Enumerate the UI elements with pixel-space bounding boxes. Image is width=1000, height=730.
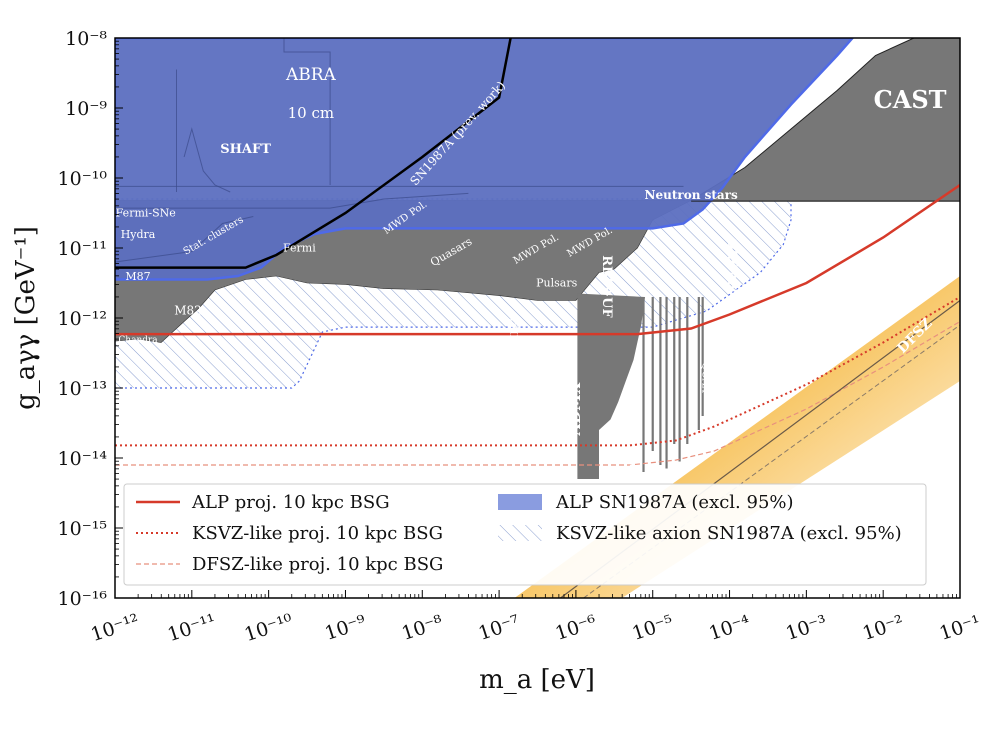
dfsz-line xyxy=(583,324,960,598)
region-label: M82 xyxy=(174,304,202,318)
x-tick-label: 10⁻² xyxy=(860,611,907,645)
admx-region xyxy=(577,293,645,479)
region-label: 10 cm xyxy=(288,104,334,122)
x-tick-label: 10⁻⁹ xyxy=(322,611,369,645)
series-line xyxy=(115,38,512,269)
region-label: Fermi-SNe xyxy=(116,207,176,220)
region-label: ADMX xyxy=(566,382,584,436)
y-tick-label: 10⁻¹⁰ xyxy=(58,168,108,190)
x-tick-label: 10⁻⁵ xyxy=(629,611,676,645)
x-tick-label: 10⁻³ xyxy=(783,611,830,645)
legend: ALP proj. 10 kpc BSG KSVZ-like proj. 10 k… xyxy=(123,483,927,586)
overlay-line xyxy=(115,216,254,263)
region-label: CAST xyxy=(874,85,947,114)
series-line xyxy=(115,296,960,447)
x-axis-label: m_a [eV] xyxy=(479,665,595,695)
y-axis-label: g_aγγ [GeV⁻¹] xyxy=(11,226,41,410)
series-layer xyxy=(115,38,960,598)
y-tick-label: 10⁻¹² xyxy=(58,308,107,330)
region-label: ABRA xyxy=(285,65,337,85)
region-label: Chandra xyxy=(118,336,158,346)
overlay-line xyxy=(283,38,331,185)
region-label: Neutron stars xyxy=(645,188,738,202)
region-label: ORGAN xyxy=(724,238,739,293)
y-tick-label: 10⁻¹⁴ xyxy=(58,448,108,470)
haloscope-spikes xyxy=(642,297,704,472)
region-label: ADMX SLIC xyxy=(508,311,518,367)
region-label: CAPP xyxy=(627,456,640,488)
alp-sn1987a-region xyxy=(115,38,855,281)
region-label: Fermi xyxy=(283,242,316,255)
region-label: QUAX xyxy=(700,362,711,394)
sn-region-overlay-lines xyxy=(115,38,684,263)
y-tick-label: 10⁻⁸ xyxy=(65,28,107,50)
legend-hatch-swatch xyxy=(498,525,542,541)
series-line xyxy=(115,320,960,466)
y-tick-label: 10⁻¹³ xyxy=(58,378,107,400)
y-tick-label: 10⁻¹¹ xyxy=(58,238,107,260)
region-label: Hydra xyxy=(121,228,156,241)
region-label: SHAFT xyxy=(220,142,271,157)
x-tick-label: 10⁻¹¹ xyxy=(165,610,219,646)
x-tick-label: 10⁻⁶ xyxy=(553,611,600,645)
region-label: RBF+UF xyxy=(599,255,614,318)
legend-label: DFSZ-like proj. 10 kpc BSG xyxy=(192,554,443,575)
x-tick-label: 10⁻⁷ xyxy=(476,611,523,645)
region-label: Pulsars xyxy=(536,277,577,290)
x-tick-label: 10⁻¹ xyxy=(937,611,984,645)
region-label: M87 xyxy=(125,270,150,283)
overlay-line xyxy=(183,127,231,193)
x-tick-label: 10⁻⁸ xyxy=(399,611,446,645)
y-tick-label: 10⁻¹⁶ xyxy=(58,588,108,610)
legend-label: KSVZ-like proj. 10 kpc BSG xyxy=(192,523,443,544)
legend-label: ALP SN1987A (excl. 95%) xyxy=(555,492,794,513)
x-tick-label: 10⁻⁴ xyxy=(706,611,753,645)
y-tick-label: 10⁻⁹ xyxy=(65,98,107,120)
x-tick-label: 10⁻¹⁰ xyxy=(242,610,296,646)
legend-label: KSVZ-like axion SN1987A (excl. 95%) xyxy=(556,523,902,544)
y-tick-label: 10⁻¹⁵ xyxy=(58,518,107,540)
legend-label: ALP proj. 10 kpc BSG xyxy=(191,492,390,513)
legend-patch-swatch xyxy=(498,494,542,510)
x-tick-label: 10⁻¹² xyxy=(88,610,142,646)
y-axis: 10⁻¹⁶ 10⁻¹⁵ 10⁻¹⁴ 10⁻¹³ 10⁻¹² 10⁻¹¹ 10⁻¹⁰ 10⁻⁹ 1… xyxy=(58,28,123,610)
series-line xyxy=(115,183,960,336)
